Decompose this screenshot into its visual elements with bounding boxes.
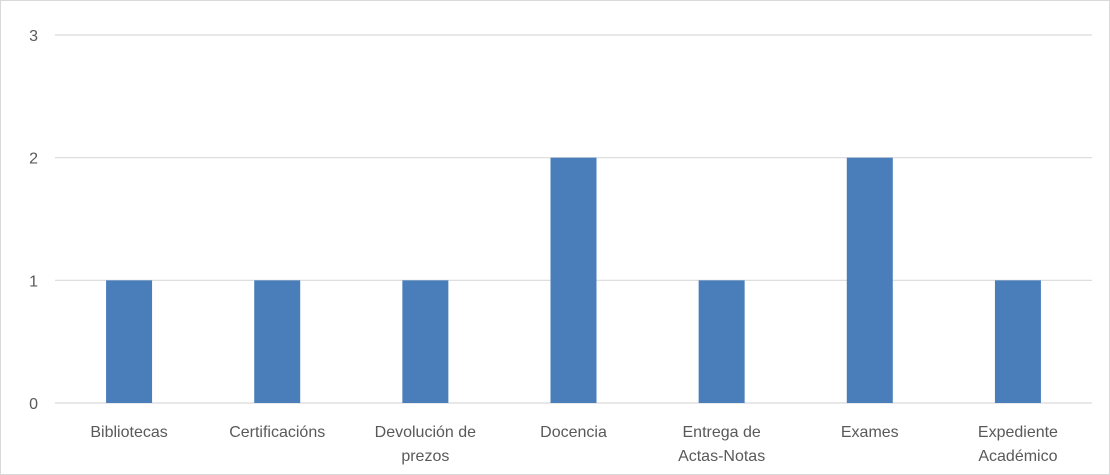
bar-3 <box>550 157 597 403</box>
x-tick-label: Certificacións <box>229 424 325 441</box>
y-tick-label: 2 <box>29 151 38 168</box>
x-tick-label: Expediente Académico <box>978 424 1058 465</box>
x-tick-label: Entrega de Actas-Notas <box>678 424 765 465</box>
x-tick-label: Bibliotecas <box>90 424 167 441</box>
x-tick-label: Docencia <box>540 424 607 441</box>
bars <box>106 157 1041 403</box>
bar-2 <box>402 280 449 403</box>
bar-6 <box>994 280 1041 403</box>
bar-1 <box>254 280 301 403</box>
y-tick-label: 3 <box>29 28 38 45</box>
y-axis-ticks: 0 1 2 3 <box>29 28 38 413</box>
x-tick-label: Exames <box>841 424 899 441</box>
x-axis-labels: Bibliotecas Certificacións Devolución de pr… <box>90 424 1058 465</box>
x-tick-label: Devolución de prezos <box>375 424 477 465</box>
bar-4 <box>698 280 745 403</box>
y-tick-label: 0 <box>29 396 38 413</box>
bar-5 <box>846 157 893 403</box>
y-tick-label: 1 <box>29 273 38 290</box>
bar-0 <box>106 280 153 403</box>
